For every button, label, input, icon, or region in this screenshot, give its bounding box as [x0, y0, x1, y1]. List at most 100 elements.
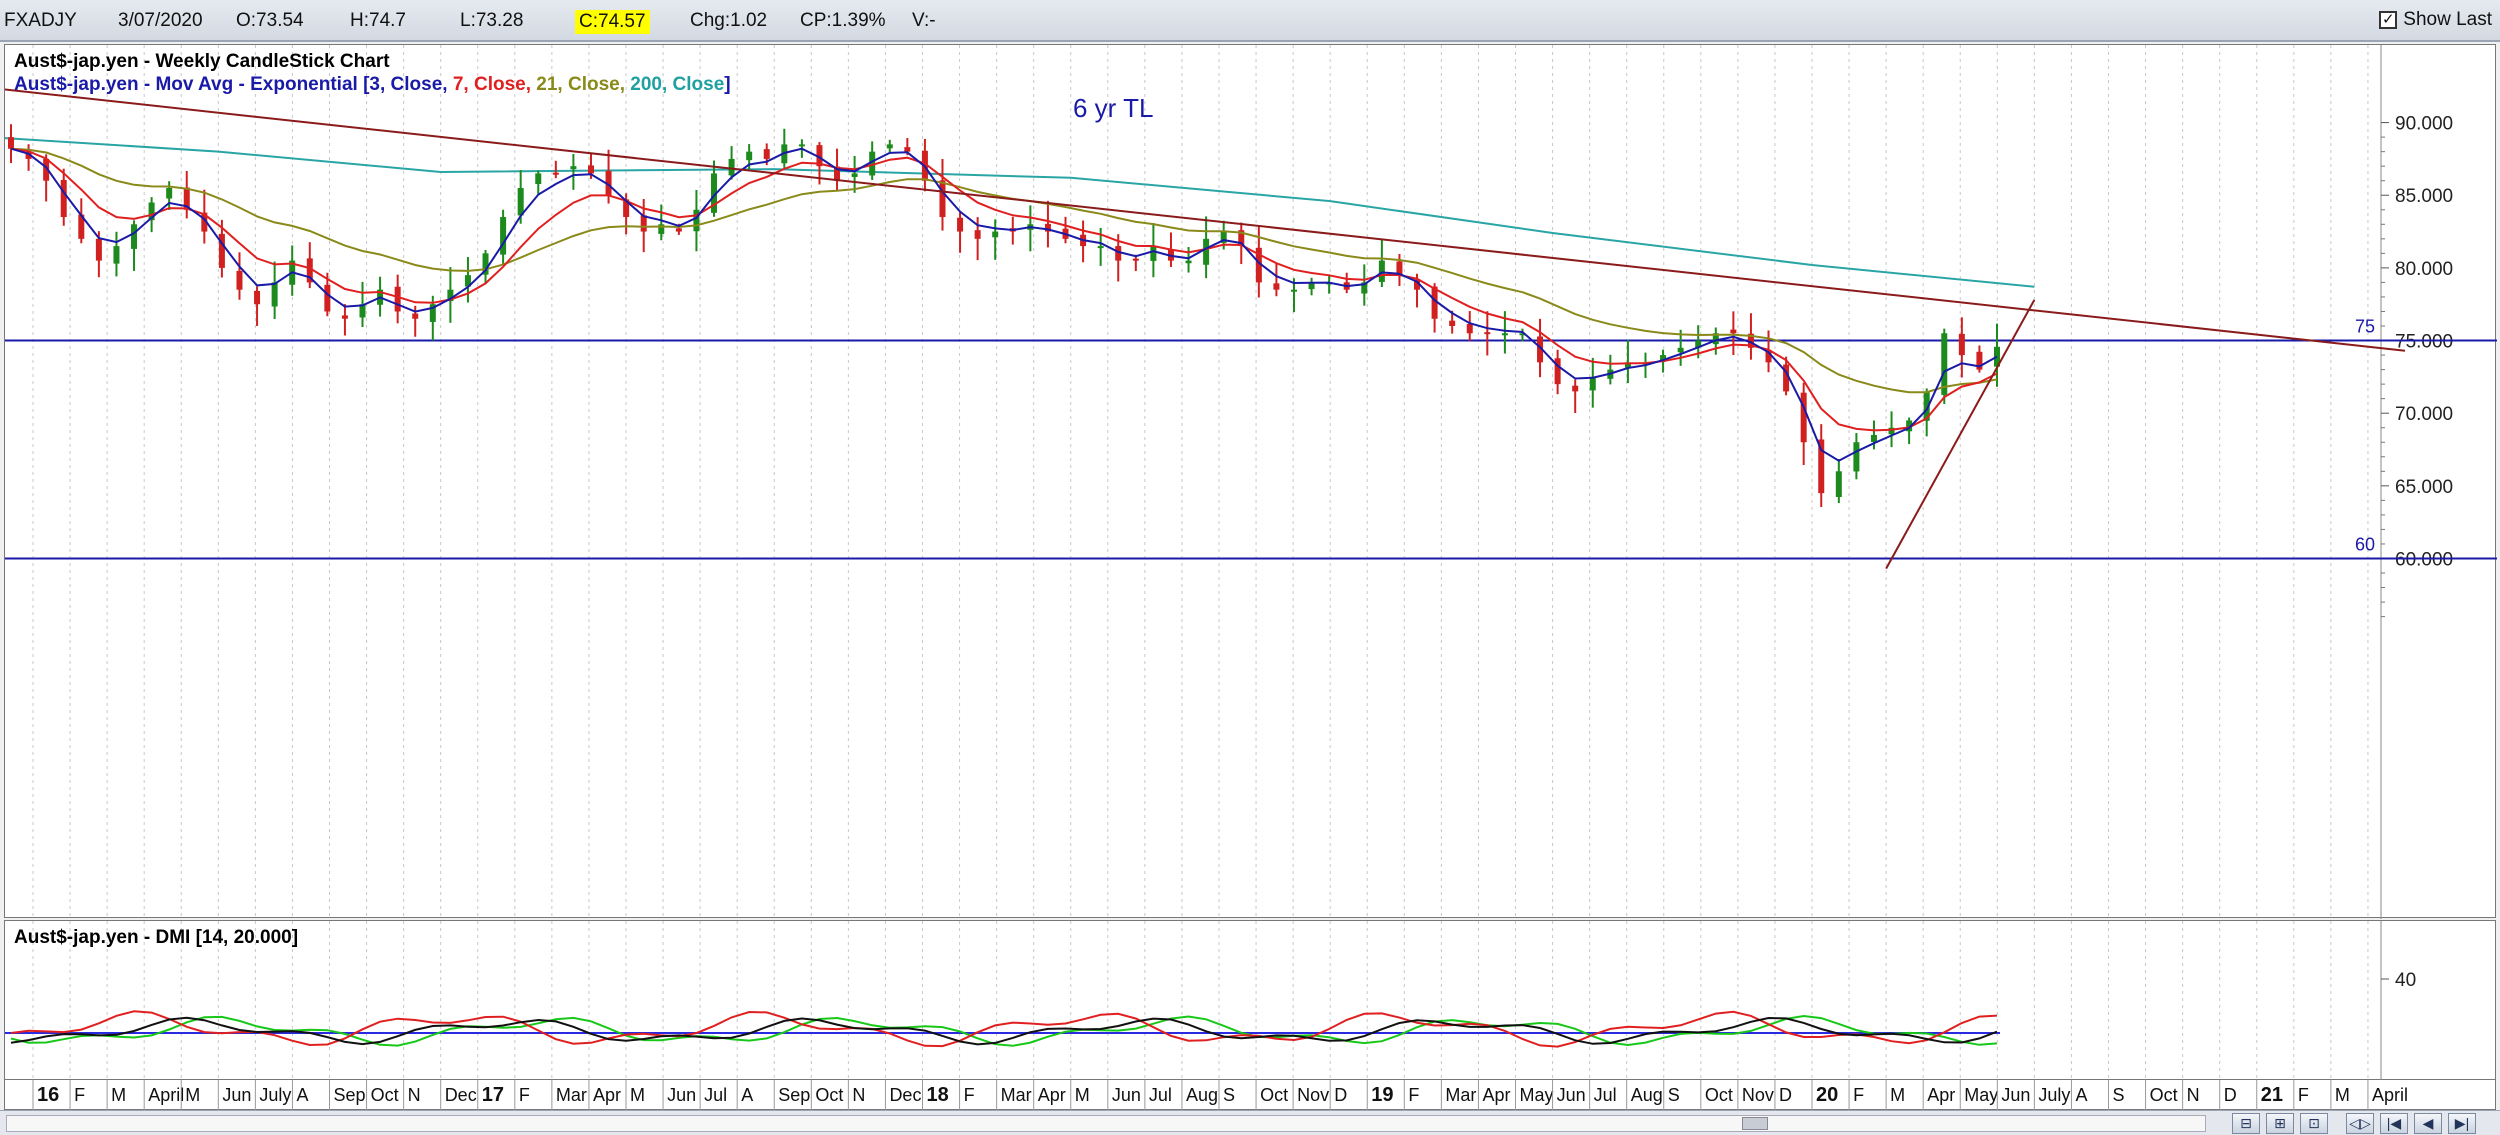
candle-body: [1431, 286, 1438, 319]
time-scrollbar[interactable]: [6, 1115, 2206, 1132]
time-tick-label: Aug: [1631, 1085, 1663, 1105]
time-tick-label: Jul: [704, 1085, 727, 1105]
time-tick-label: July: [2038, 1085, 2070, 1105]
candle-body: [1255, 247, 1262, 283]
time-tick-label: F: [964, 1085, 975, 1105]
candle-body: [623, 199, 630, 218]
candle-body: [1308, 282, 1315, 290]
dmi-indicator-panel[interactable]: 40 Aust$-jap.yen - DMI [14, 20.000]: [4, 920, 2497, 1081]
candle-body: [482, 253, 489, 275]
price-chart[interactable]: 90.000 85.000 80.000 75.000 70.000 65.000 60.0…: [5, 45, 2497, 919]
ma-legend-prefix: Aust$-jap.yen - Mov Avg - Exponential [: [14, 74, 370, 95]
time-tick-label: 17: [482, 1084, 504, 1106]
candle-body: [1976, 351, 1983, 370]
candle-body: [1800, 392, 1807, 443]
scrollbar-thumb[interactable]: [1742, 1117, 1768, 1130]
scroll-left-icon[interactable]: ◀: [2414, 1113, 2442, 1134]
candle-body: [1132, 258, 1139, 261]
candle-body: [1150, 246, 1157, 261]
candle-body: [1361, 282, 1368, 294]
time-tick-label: 16: [37, 1084, 59, 1106]
time-tick-label: N: [408, 1085, 421, 1105]
candle-body: [1589, 376, 1596, 391]
candle-body: [605, 170, 612, 196]
zoom-reset-icon[interactable]: ⊡: [2300, 1113, 2328, 1134]
close-field: C:74.57: [575, 10, 650, 34]
price-tick-label: 90.000: [2395, 114, 2453, 135]
time-tick-label: July: [259, 1085, 291, 1105]
time-tick-label: 20: [1816, 1084, 1838, 1106]
candle-body: [587, 165, 594, 174]
time-tick-label: Dec: [445, 1085, 477, 1105]
price-tick-label: 70.000: [2395, 404, 2453, 425]
candle-body: [1888, 427, 1895, 435]
time-tick-label: Jun: [2001, 1085, 2030, 1105]
candle-body: [1378, 260, 1385, 282]
candle-body: [886, 144, 893, 149]
candle-body: [95, 238, 102, 261]
show-last-checkbox[interactable]: ✓: [2379, 11, 2398, 29]
time-tick-label: M: [1890, 1085, 1905, 1105]
candle-body: [1818, 439, 1825, 494]
zoom-out-icon[interactable]: ⊟: [2232, 1113, 2260, 1134]
candle-body: [236, 270, 243, 290]
candle-body: [201, 212, 208, 232]
candle-body: [394, 286, 401, 312]
time-tick-label: 18: [927, 1084, 949, 1106]
candle-body: [711, 173, 718, 213]
candle-body: [1414, 279, 1421, 290]
candle-body: [148, 202, 155, 221]
candle-body: [1115, 246, 1122, 261]
time-tick-label: April: [2372, 1085, 2408, 1105]
time-tick-label: Jun: [222, 1085, 251, 1105]
scroll-end-icon[interactable]: ▶|: [2448, 1113, 2476, 1134]
time-tick-label: Mar: [556, 1085, 587, 1105]
candle-body: [1396, 261, 1403, 276]
candle-body: [1238, 230, 1245, 247]
candle-body: [1484, 332, 1491, 335]
candle-body: [570, 166, 577, 170]
candle-body: [412, 313, 419, 319]
candle-body: [834, 166, 841, 181]
candle-body: [447, 289, 454, 302]
time-tick-label: Aug: [1186, 1085, 1218, 1105]
candle-body: [1449, 320, 1456, 327]
candle-body: [746, 151, 753, 161]
time-tick-label: A: [741, 1085, 753, 1105]
scroll-both-icon[interactable]: ◁▷: [2346, 1113, 2374, 1134]
candle-body: [1730, 329, 1737, 334]
candle-body: [1185, 260, 1192, 264]
candle-body: [500, 217, 507, 255]
ma-legend-part: ]: [724, 74, 731, 95]
candle-body: [1290, 289, 1297, 292]
candle-body: [675, 228, 682, 232]
candle-body: [218, 233, 225, 268]
zoom-in-icon[interactable]: ⊞: [2266, 1113, 2294, 1134]
candle-body: [60, 179, 67, 218]
show-last-toggle[interactable]: ✓ Show Last: [2379, 9, 2492, 31]
candle-body: [78, 214, 85, 239]
scroll-start-icon[interactable]: |◀: [2380, 1113, 2408, 1134]
time-tick-label: M: [111, 1085, 126, 1105]
time-tick-label: Dec: [889, 1085, 921, 1105]
dmi-plus-line: [10, 1014, 1998, 1047]
dmi-chart[interactable]: 40: [5, 921, 2497, 1081]
ma-legend-part: , Close,: [463, 74, 537, 95]
time-tick-label: Nov: [1742, 1085, 1774, 1105]
candle-body: [992, 231, 999, 238]
price-chart-panel[interactable]: 90.000 85.000 80.000 75.000 70.000 65.000 60.0…: [4, 44, 2497, 919]
candle-body: [1273, 283, 1280, 290]
price-tick-label: 85.000: [2395, 186, 2453, 207]
time-tick-label: F: [1853, 1085, 1864, 1105]
candle-body: [1466, 323, 1473, 334]
candle-body: [552, 172, 559, 175]
volume-field: V:-: [912, 10, 936, 31]
time-tick-label: May: [1520, 1085, 1554, 1105]
candle-body: [359, 304, 366, 318]
candle-body: [1677, 347, 1684, 353]
time-tick-label: F: [2298, 1085, 2309, 1105]
dmi-title: Aust$-jap.yen - DMI [14, 20.000]: [14, 927, 299, 948]
time-tick-label: F: [74, 1085, 85, 1105]
ma-legend-part: , Close,: [379, 74, 453, 95]
candle-body: [464, 275, 471, 287]
